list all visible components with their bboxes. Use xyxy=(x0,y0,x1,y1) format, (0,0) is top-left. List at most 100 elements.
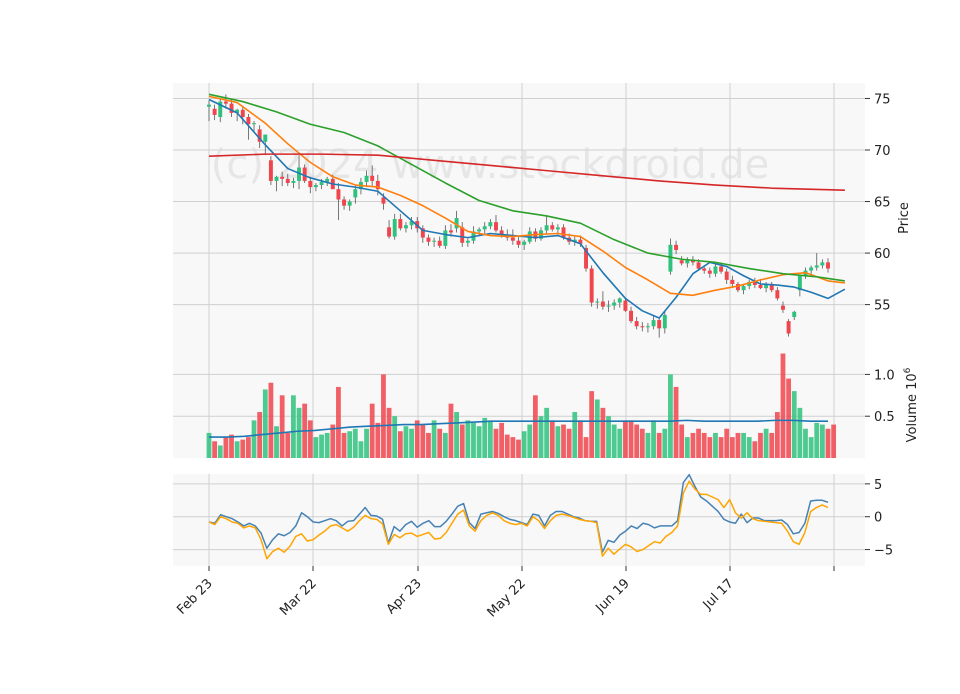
volume-bar xyxy=(245,437,251,458)
price-axis-label: 55 xyxy=(874,299,891,314)
candle-body xyxy=(550,225,555,230)
volume-bar xyxy=(741,432,746,458)
volume-bar xyxy=(645,432,651,458)
volume-bar xyxy=(516,439,521,458)
candle-body xyxy=(752,281,757,286)
x-axis-label: Apr 23 xyxy=(384,576,425,617)
candle-body xyxy=(572,239,577,242)
volume-axis-label: 1.0 xyxy=(874,368,895,383)
volume-bar xyxy=(724,428,730,458)
candle-body xyxy=(443,230,448,246)
volume-bar xyxy=(803,428,808,458)
y-axes: 55 60 65 70 75 0.5 1.0 −5 0 5 xyxy=(865,92,895,559)
volume-axis-label: 0.5 xyxy=(874,410,895,425)
macd-axis-label: 5 xyxy=(874,478,882,493)
candle-body xyxy=(432,240,437,242)
volume-bar xyxy=(684,437,690,458)
volume-bar xyxy=(420,424,426,458)
moving-average-line xyxy=(208,95,845,297)
candle-body xyxy=(826,262,830,269)
volume-bar xyxy=(358,441,364,458)
volume-bar xyxy=(279,395,285,458)
macd-axis-label: −5 xyxy=(874,544,893,559)
volume-bar xyxy=(229,434,234,458)
volume-bar xyxy=(814,422,820,458)
volume-bar xyxy=(386,407,392,458)
volume-bar xyxy=(611,424,617,458)
candle-body xyxy=(454,218,459,229)
volume-bar xyxy=(544,407,550,458)
volume-bar xyxy=(296,407,302,458)
candle-body xyxy=(775,290,780,299)
candle-body xyxy=(308,180,313,188)
volume-bar xyxy=(662,428,668,458)
candle-body xyxy=(707,270,712,274)
candle-body xyxy=(814,265,819,268)
volume-bar xyxy=(786,378,792,458)
volume-bar xyxy=(476,426,482,458)
volume-axis-title: Volume 106 xyxy=(903,367,920,442)
volume-bar xyxy=(454,412,459,458)
candle-body xyxy=(494,222,498,231)
moving-average-line xyxy=(208,98,846,319)
volume-bar xyxy=(729,437,735,458)
candle-body xyxy=(257,129,262,142)
volume-bar xyxy=(735,432,741,458)
candle-body xyxy=(387,227,392,237)
x-axis: Feb 23 Mar 22 Apr 23 May 22 Jun 19 Jul 17 xyxy=(174,566,835,620)
candle-body xyxy=(297,167,302,181)
volume-bar xyxy=(437,428,443,458)
candle-body xyxy=(223,101,228,104)
candle-body xyxy=(347,201,352,206)
volume-bar xyxy=(510,437,516,458)
candle-body xyxy=(302,167,307,181)
volume-bar xyxy=(668,374,673,458)
volume-bar xyxy=(285,432,291,458)
candle-body xyxy=(488,222,493,227)
volume-bar xyxy=(262,389,268,458)
volume-bar xyxy=(397,431,403,458)
candle-body xyxy=(375,180,380,190)
volume-bar xyxy=(409,428,414,458)
volume-bar xyxy=(617,428,623,458)
candle-body xyxy=(263,134,268,142)
volume-bar xyxy=(499,422,505,458)
volume-bar xyxy=(307,420,313,458)
candle-body xyxy=(690,260,695,263)
volume-bar xyxy=(414,420,420,458)
volume-bar xyxy=(600,407,606,458)
volume-bar xyxy=(521,431,527,458)
volume-bar xyxy=(639,428,645,458)
volume-bar xyxy=(589,391,595,458)
candle-body xyxy=(313,185,318,188)
volume-bar xyxy=(364,428,369,458)
volume-bar xyxy=(696,428,701,458)
volume-bar xyxy=(431,420,437,458)
volume-bar xyxy=(566,428,572,458)
volume-average-line xyxy=(209,419,828,438)
candle-body xyxy=(696,262,701,269)
volume-bar xyxy=(234,441,240,458)
volume-bar xyxy=(471,422,476,458)
candle-body xyxy=(336,189,341,200)
volume-bar xyxy=(701,432,707,458)
volume-bar xyxy=(825,428,831,458)
candle-body xyxy=(764,285,769,289)
volume-bar xyxy=(291,395,296,458)
candle-body xyxy=(437,240,442,246)
price-axis-label: 70 xyxy=(874,144,891,159)
candle-body xyxy=(668,244,673,272)
volume-bar xyxy=(718,437,724,458)
volume-bar xyxy=(780,353,786,458)
candle-body xyxy=(651,320,656,327)
x-axis-label: Feb 23 xyxy=(174,576,216,618)
volume-bar xyxy=(628,420,634,458)
candle-body xyxy=(724,271,729,280)
candle-body xyxy=(786,321,791,334)
price-axis-label: 65 xyxy=(874,196,891,211)
volume-bar xyxy=(240,439,246,458)
volume-bar xyxy=(673,386,679,458)
candle-body xyxy=(398,219,403,229)
candle-body xyxy=(291,180,296,183)
volume-bar xyxy=(713,432,718,458)
